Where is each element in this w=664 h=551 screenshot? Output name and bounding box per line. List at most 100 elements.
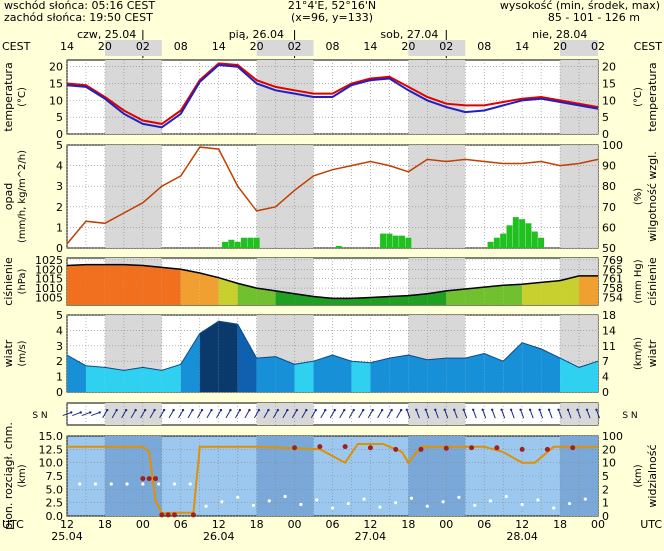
pressure-fill: [123, 264, 143, 305]
wind-fill: [522, 342, 542, 392]
y2-tick-label: 70: [602, 201, 616, 214]
top-hour-label: 08: [174, 40, 188, 53]
wind-arrow-head: [295, 408, 299, 412]
precip-bar: [512, 217, 519, 248]
wind-arrow-head: [380, 408, 384, 412]
precip-bar: [234, 241, 241, 248]
wind-arrow: [567, 409, 572, 419]
wind-arrow-head: [153, 408, 156, 412]
cloud-dot: [469, 445, 475, 451]
wind-arrow: [282, 409, 288, 419]
pressure-fill: [218, 277, 238, 305]
wind-arrow: [558, 409, 563, 419]
bottom-hour-label: 12: [212, 518, 226, 531]
bottom-hour-label: 18: [250, 518, 264, 531]
left-unit-label: (°C): [17, 87, 28, 107]
wind-arrow: [501, 409, 506, 419]
wind-fill: [484, 353, 504, 392]
top-hour-label: 14: [363, 40, 377, 53]
wind-arrow: [178, 409, 184, 419]
coords-text: 21°4'E, 52°16'N: [288, 0, 376, 12]
pressure-fill: [67, 264, 86, 305]
bottom-hour-label: 00: [288, 518, 302, 531]
y-tick-label: 20: [49, 61, 63, 74]
precipitation-panel: 0 50 1 60 2 70 3 80 4 90 5 100 opad (mm/h, kg/m^2/h) (…: [2, 139, 659, 255]
y-tick-label: 1: [56, 371, 63, 384]
wind-arrow: [291, 409, 298, 419]
y-tick-label: 0: [56, 386, 63, 399]
wind-fill: [237, 324, 257, 392]
pressure-fill: [579, 275, 598, 305]
wind-fill: [161, 364, 181, 392]
wind-arrow: [386, 409, 393, 419]
y-tick-label: 5: [56, 139, 63, 152]
y2-tick-label: 5: [602, 111, 609, 124]
wind-arrow-head: [200, 408, 204, 412]
top-hour-label: 14: [212, 40, 226, 53]
right-unit-label: (mm Hg): [633, 259, 644, 303]
axis-night-band: [104, 40, 162, 56]
wind-arrow: [168, 409, 174, 419]
wind-arrow: [396, 409, 402, 419]
y2-tick-label: 10: [602, 457, 616, 470]
pressure-fill: [104, 264, 124, 305]
top-day-label: sob, 27.04: [380, 28, 438, 41]
y2-tick-label: 5: [602, 470, 609, 483]
top-hour-label: 02: [136, 40, 150, 53]
wind-fill: [332, 355, 352, 392]
night-band: [104, 145, 162, 248]
night-band: [408, 145, 466, 248]
wind-arrow-head: [88, 411, 92, 414]
left-axis-label: wiatr: [2, 339, 15, 367]
top-day-label: nie, 28.04: [532, 28, 587, 41]
wind-arrow: [434, 409, 439, 419]
bottom-hour-label: 00: [591, 518, 605, 531]
wind-arrow-head: [219, 408, 223, 412]
wind-fill: [541, 348, 561, 392]
cloud-dot: [570, 445, 576, 451]
wind-fill: [389, 355, 409, 392]
precip-bar: [405, 237, 412, 248]
left-axis-label: temperatura: [2, 62, 15, 131]
y2-tick-label: 11: [602, 340, 616, 353]
pressure-fill: [85, 264, 105, 305]
top-hour-label: 20: [553, 40, 567, 53]
wind-arrow: [491, 409, 496, 419]
cloud-layer-dot: [504, 494, 508, 499]
pressure-fill: [142, 265, 162, 305]
bottom-date-label: 25.04: [51, 530, 83, 543]
left-axis-label: S N: [32, 411, 47, 421]
pressure-fill: [351, 297, 371, 305]
wind-arrow-head: [390, 408, 393, 412]
right-axis-label: widzialność: [646, 444, 659, 507]
left-axis-label: opad: [2, 183, 15, 210]
precip-bar: [525, 223, 532, 248]
cloud-layer-dot: [172, 482, 177, 486]
y-tick-label: 1: [56, 221, 63, 234]
top-hour-label: 02: [591, 40, 605, 53]
y-tick-label: 1005: [35, 291, 63, 304]
wind-arrow: [263, 409, 269, 419]
cloud-layer-dot: [583, 497, 587, 501]
cloud-dot: [342, 444, 348, 450]
wind-fill: [180, 333, 200, 392]
bottom-hour-label: 06: [174, 518, 188, 531]
wind-arrow: [72, 411, 81, 417]
wind-arrow-head: [547, 408, 551, 411]
wind-arrow: [102, 409, 108, 419]
wind-arrow-head: [343, 408, 346, 412]
cloud-layer-dot: [220, 500, 224, 504]
wind-arrow: [367, 409, 374, 419]
cloud-layer-dot: [109, 482, 113, 486]
wind-arrow-head: [172, 408, 175, 412]
precip-bar: [380, 233, 387, 248]
wind-arrow: [472, 409, 477, 419]
precip-bar: [519, 219, 526, 248]
right-axis-label: ciśnienie: [646, 257, 659, 306]
wind-arrow-head: [415, 408, 418, 411]
wind-fill: [199, 321, 219, 392]
